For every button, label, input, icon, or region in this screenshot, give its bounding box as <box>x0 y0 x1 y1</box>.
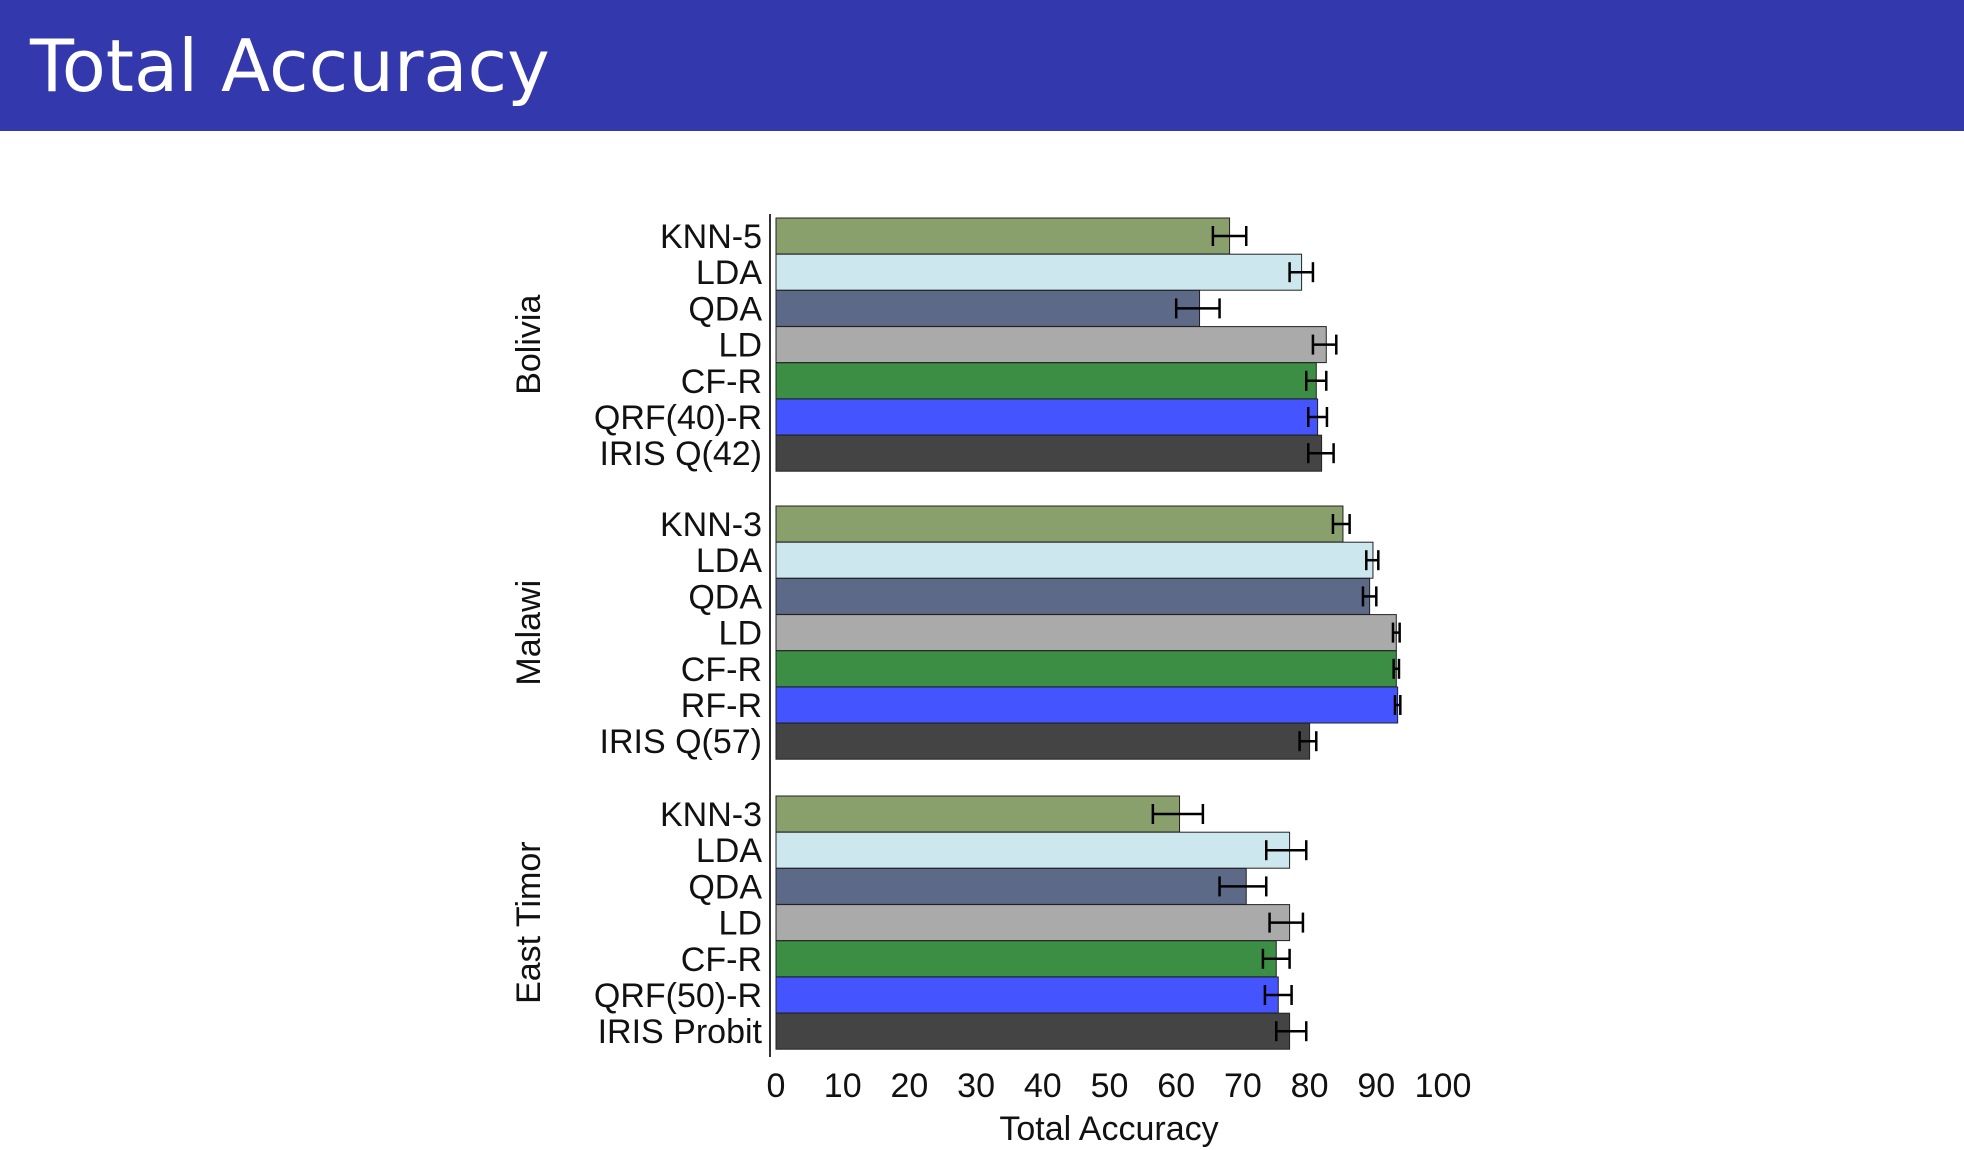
slide-title: Total Accuracy <box>30 24 550 108</box>
bar-bolivia-0 <box>775 217 1231 255</box>
category-label: CF-R <box>681 941 762 979</box>
bar-east-timor-4 <box>775 940 1277 978</box>
category-label: CF-R <box>681 363 762 401</box>
category-label: LD <box>719 615 762 653</box>
category-label: QRF(50)-R <box>594 977 762 1015</box>
title-bar: Total Accuracy <box>0 0 1964 131</box>
category-label: KNN-3 <box>660 796 762 834</box>
group-label: East Timor <box>510 841 548 1003</box>
bar-malawi-5 <box>775 686 1399 724</box>
bar-east-timor-2 <box>775 867 1247 905</box>
category-label: KNN-5 <box>660 218 762 256</box>
bar-malawi-3 <box>775 614 1397 652</box>
bar-bolivia-5 <box>775 398 1319 436</box>
bar-bolivia-4 <box>775 362 1317 400</box>
bar-east-timor-1 <box>775 831 1291 869</box>
x-tick-label: 10 <box>824 1067 862 1105</box>
x-tick-label: 90 <box>1357 1067 1395 1105</box>
x-tick-label: 80 <box>1291 1067 1329 1105</box>
category-label: LD <box>719 327 762 365</box>
category-label: RF-R <box>681 687 762 725</box>
bar-bolivia-3 <box>775 326 1327 364</box>
bar-malawi-1 <box>775 541 1374 579</box>
bar-malawi-4 <box>775 650 1397 688</box>
bar-malawi-2 <box>775 577 1371 615</box>
bar-malawi-6 <box>775 722 1311 760</box>
category-label: IRIS Q(57) <box>600 723 762 761</box>
category-label: QRF(40)-R <box>594 399 762 437</box>
x-tick-label: 30 <box>957 1067 995 1105</box>
category-label: IRIS Q(42) <box>600 435 762 473</box>
bar-east-timor-6 <box>775 1012 1291 1050</box>
category-label: LDA <box>696 542 762 580</box>
category-label: QDA <box>688 578 762 616</box>
category-label: QDA <box>688 868 762 906</box>
category-label: LD <box>719 905 762 943</box>
bar-bolivia-6 <box>775 434 1323 472</box>
category-label: QDA <box>688 290 762 328</box>
category-label: IRIS Probit <box>598 1013 763 1051</box>
category-label: KNN-3 <box>660 506 762 544</box>
bar-bolivia-1 <box>775 253 1303 291</box>
group-label: Malawi <box>510 580 548 686</box>
x-tick-label: 0 <box>767 1067 786 1105</box>
bar-bolivia-2 <box>775 289 1201 327</box>
group-label: Bolivia <box>510 295 548 395</box>
x-tick-label: 70 <box>1224 1067 1262 1105</box>
x-tick-label: 60 <box>1157 1067 1195 1105</box>
x-axis-title: Total Accuracy <box>999 1110 1218 1148</box>
x-tick-label: 20 <box>890 1067 928 1105</box>
x-tick-label: 40 <box>1024 1067 1062 1105</box>
x-tick-label: 50 <box>1091 1067 1129 1105</box>
category-label: CF-R <box>681 651 762 689</box>
x-tick-label: 100 <box>1415 1067 1472 1105</box>
bar-east-timor-3 <box>775 904 1291 942</box>
category-label: LDA <box>696 254 762 292</box>
bar-malawi-0 <box>775 505 1344 543</box>
bar-east-timor-0 <box>775 795 1181 833</box>
bar-east-timor-5 <box>775 976 1279 1014</box>
category-label: LDA <box>696 832 762 870</box>
